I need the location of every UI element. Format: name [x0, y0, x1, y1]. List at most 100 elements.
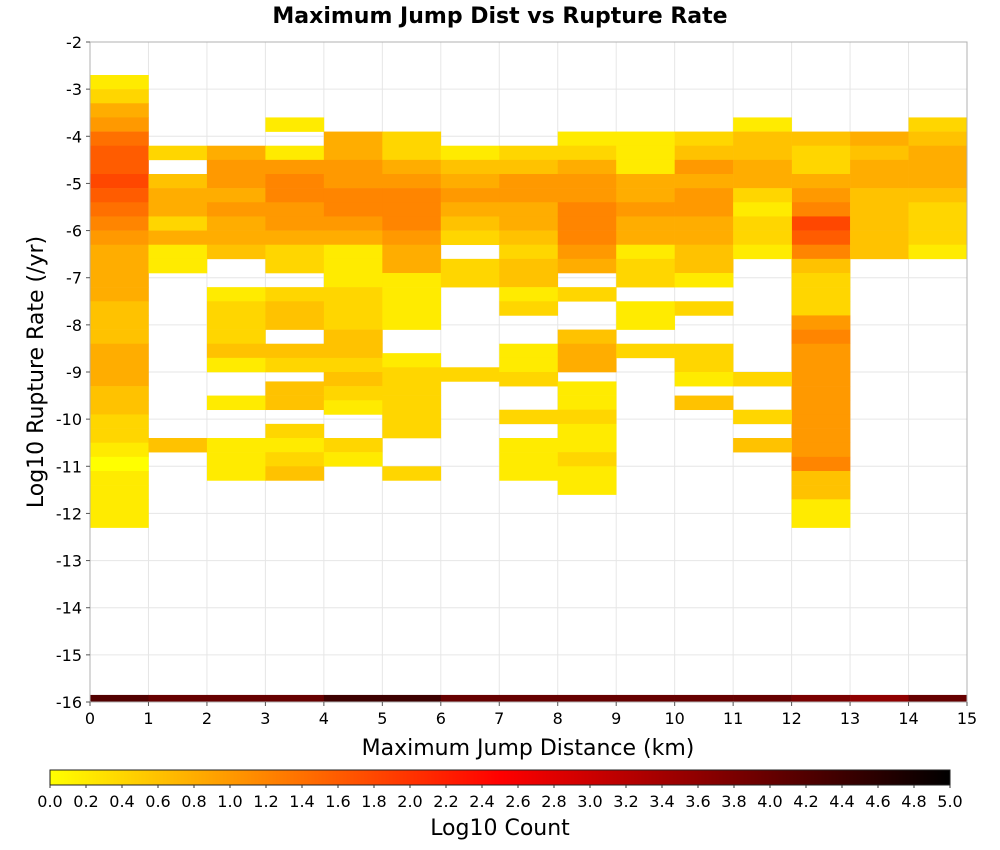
y-axis-label: Log10 Rupture Rate (/yr) [24, 236, 49, 508]
heatmap-cell [206, 287, 266, 302]
x-tick-label: 9 [611, 709, 621, 728]
x-tick-label: 0 [85, 709, 95, 728]
heatmap-cell [733, 188, 792, 203]
heatmap-cell [90, 103, 149, 118]
heatmap-cell [616, 159, 675, 175]
y-tick-label: -16 [56, 693, 82, 712]
heatmap-cell [265, 244, 325, 260]
x-axis-label: Maximum Jump Distance (km) [362, 736, 695, 761]
heatmap-cell [323, 202, 383, 217]
heatmap-cell [90, 414, 149, 429]
heatmap-cell-bottom [557, 694, 617, 702]
heatmap-cell [616, 343, 675, 359]
heatmap-cell [90, 159, 149, 175]
y-tick-label: -10 [56, 410, 82, 429]
y-tick-label: -15 [56, 646, 82, 665]
heatmap-cell [90, 89, 149, 104]
heatmap-cell [265, 159, 325, 175]
heatmap-cell [791, 329, 851, 345]
heatmap-cell [90, 456, 149, 472]
heatmap-cell [557, 244, 617, 260]
heatmap-cell [733, 202, 792, 217]
heatmap-cell [323, 174, 383, 189]
x-tick-label: 8 [553, 709, 563, 728]
heatmap-cell [557, 409, 617, 425]
heatmap-cell [206, 466, 266, 481]
heatmap-cell [382, 216, 442, 231]
heatmap-cell-bottom [382, 694, 442, 702]
heatmap-cell [90, 372, 149, 387]
y-tick-label: -6 [66, 222, 82, 241]
heatmap-cell [791, 343, 851, 359]
heatmap-cell [148, 145, 208, 161]
heatmap-cell [616, 301, 675, 316]
heatmap-cell [90, 258, 149, 274]
colorbar-tick-label: 4.6 [865, 792, 890, 811]
heatmap-cell [616, 315, 675, 330]
heatmap-cell [791, 244, 851, 260]
heatmap-cell [90, 75, 149, 90]
heatmap-cell [90, 513, 149, 528]
heatmap-cell [557, 188, 617, 203]
heatmap-cell [616, 244, 675, 260]
x-tick-label: 14 [898, 709, 918, 728]
heatmap-cell [265, 452, 325, 467]
heatmap-cell [557, 145, 617, 161]
colorbar-tick-label: 3.6 [685, 792, 710, 811]
heatmap-cell [733, 117, 792, 132]
heatmap-cell [733, 409, 792, 425]
heatmap-cell [791, 131, 851, 147]
heatmap-cell [90, 343, 149, 359]
heatmap-cell [382, 273, 442, 288]
heatmap-cell [90, 400, 149, 415]
heatmap-cell [499, 273, 559, 288]
colorbar-tick-label: 0.4 [109, 792, 134, 811]
x-tick-label: 13 [840, 709, 860, 728]
heatmap-cell [440, 216, 500, 231]
heatmap-cell [265, 343, 325, 359]
colorbar-tick-label: 5.0 [937, 792, 962, 811]
heatmap-cell [908, 216, 968, 231]
heatmap-cell [265, 216, 325, 231]
heatmap-cell [499, 174, 559, 189]
heatmap-cell [499, 287, 559, 302]
heatmap-cell [733, 372, 792, 387]
heatmap-cell [206, 315, 266, 330]
heatmap-cell [323, 230, 383, 246]
heatmap-cell [791, 400, 851, 415]
heatmap-cell [733, 230, 792, 246]
heatmap-cell [557, 357, 617, 373]
heatmap-cell-bottom [674, 694, 734, 702]
y-tick-label: -12 [56, 504, 82, 523]
heatmap-cell [323, 386, 383, 401]
heatmap-cell [206, 343, 266, 359]
heatmap-cell [791, 372, 851, 387]
heatmap-cell [265, 287, 325, 302]
heatmap-cell [440, 202, 500, 217]
heatmap-cell [850, 202, 909, 217]
heatmap-cell [323, 372, 383, 387]
x-tick-label: 10 [664, 709, 684, 728]
heatmap-cell [557, 258, 617, 274]
heatmap-cell [850, 188, 909, 203]
heatmap-cell [382, 466, 442, 481]
heatmap-cell [206, 216, 266, 231]
heatmap-cell [440, 159, 500, 175]
heatmap-cell [382, 202, 442, 217]
heatmap-cell [382, 409, 442, 425]
colorbar-tick-label: 3.8 [721, 792, 746, 811]
colorbar-tick-label: 3.2 [613, 792, 638, 811]
colorbar-tick-label: 0.0 [37, 792, 62, 811]
heatmap-cell-bottom [850, 694, 909, 702]
heatmap-cell [557, 216, 617, 231]
heatmap-cell [323, 188, 383, 203]
colorbar-ticks: 0.0 0.2 0.4 0.6 0.8 1.0 1.2 1.4 1.6 1.8 2.0 2.2 2.4 2… [37, 785, 963, 811]
x-tick-label: 1 [143, 709, 153, 728]
heatmap-cell [90, 230, 149, 246]
heatmap-cell [90, 315, 149, 330]
heatmap-cell [382, 131, 442, 147]
heatmap-cell [265, 202, 325, 217]
heatmap-cell [674, 159, 734, 175]
heatmap-cell [557, 438, 617, 453]
